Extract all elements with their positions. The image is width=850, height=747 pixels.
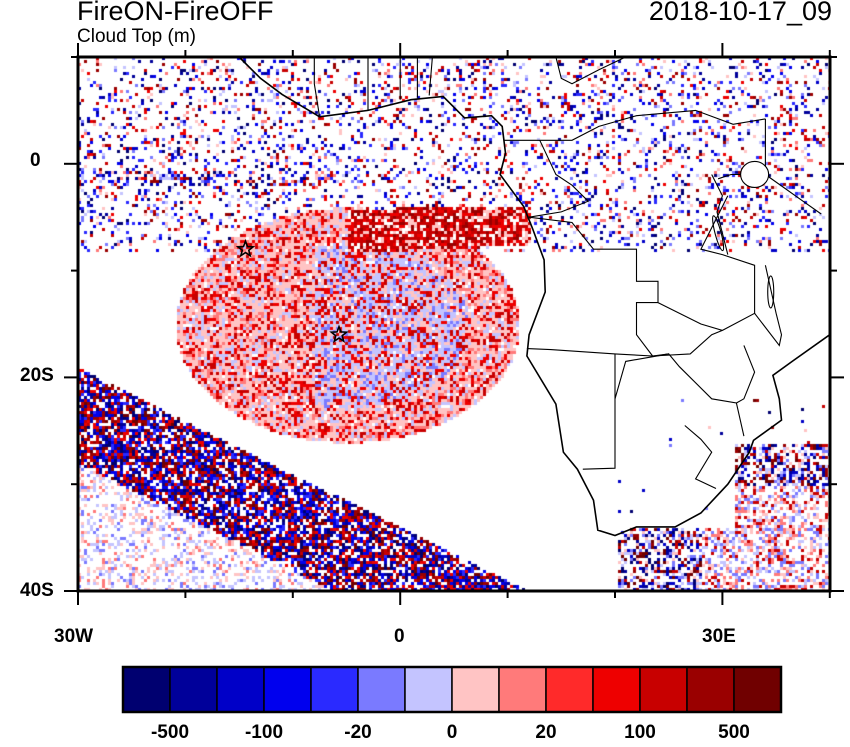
colorbar-box (216, 666, 265, 713)
star-marker (329, 324, 349, 344)
lake-tanganyika (712, 215, 725, 252)
colorbar-label: 100 (624, 722, 656, 743)
cloud-top-difference-field (78, 57, 830, 591)
map-frame (76, 55, 832, 593)
country-border (684, 425, 717, 489)
colorbar-box (686, 666, 735, 713)
country-border (504, 109, 766, 141)
country-border (652, 329, 723, 357)
country-border (582, 353, 616, 470)
x-tick-label-30w: 30W (54, 626, 94, 647)
colorbar-label: -20 (344, 722, 372, 743)
colorbar-box (545, 666, 594, 713)
country-border (555, 56, 626, 85)
country-border (765, 174, 822, 215)
country-border (614, 353, 745, 437)
country-border (529, 216, 659, 357)
y-tick-label-40s: 40S (20, 580, 54, 601)
colorbar-box (639, 666, 688, 713)
colorbar-label: 500 (718, 722, 750, 743)
colorbar-box (357, 666, 406, 713)
colorbar-box (263, 666, 312, 713)
country-border (313, 57, 321, 117)
colorbar-box (404, 666, 453, 713)
colorbar-label: 20 (535, 722, 557, 743)
y-tick-label-20s: 20S (20, 365, 54, 386)
colorbar-label: -100 (244, 722, 284, 743)
country-border (754, 265, 783, 347)
y-tick-label-0: 0 (30, 150, 41, 171)
star-marker (235, 238, 256, 258)
country-border (736, 345, 756, 404)
timestamp: 2018-10-17_09 (648, 0, 832, 26)
x-tick-label-0: 0 (394, 626, 405, 647)
colorbar-box (122, 666, 171, 713)
figure-subtitle: Cloud Top (m) (77, 26, 196, 47)
country-border (428, 56, 433, 96)
country-border (657, 195, 756, 331)
colorbar-box (733, 666, 782, 713)
x-tick-label-30e: 30E (702, 626, 736, 647)
coastline (238, 56, 831, 537)
lake-victoria (740, 160, 770, 189)
country-border (711, 174, 729, 255)
colorbar-box (451, 666, 500, 713)
colorbar-box (498, 666, 547, 713)
colorbar-box (310, 666, 359, 713)
colorbar-box (169, 666, 218, 713)
colorbar-label: 0 (446, 722, 458, 743)
figure-title: FireON-FireOFF (77, 0, 274, 26)
colorbar-box (592, 666, 641, 713)
country-border (529, 140, 590, 218)
lake-malawi (767, 275, 775, 309)
colorbar-label: -500 (150, 722, 190, 743)
colorbar-frame (121, 665, 783, 714)
